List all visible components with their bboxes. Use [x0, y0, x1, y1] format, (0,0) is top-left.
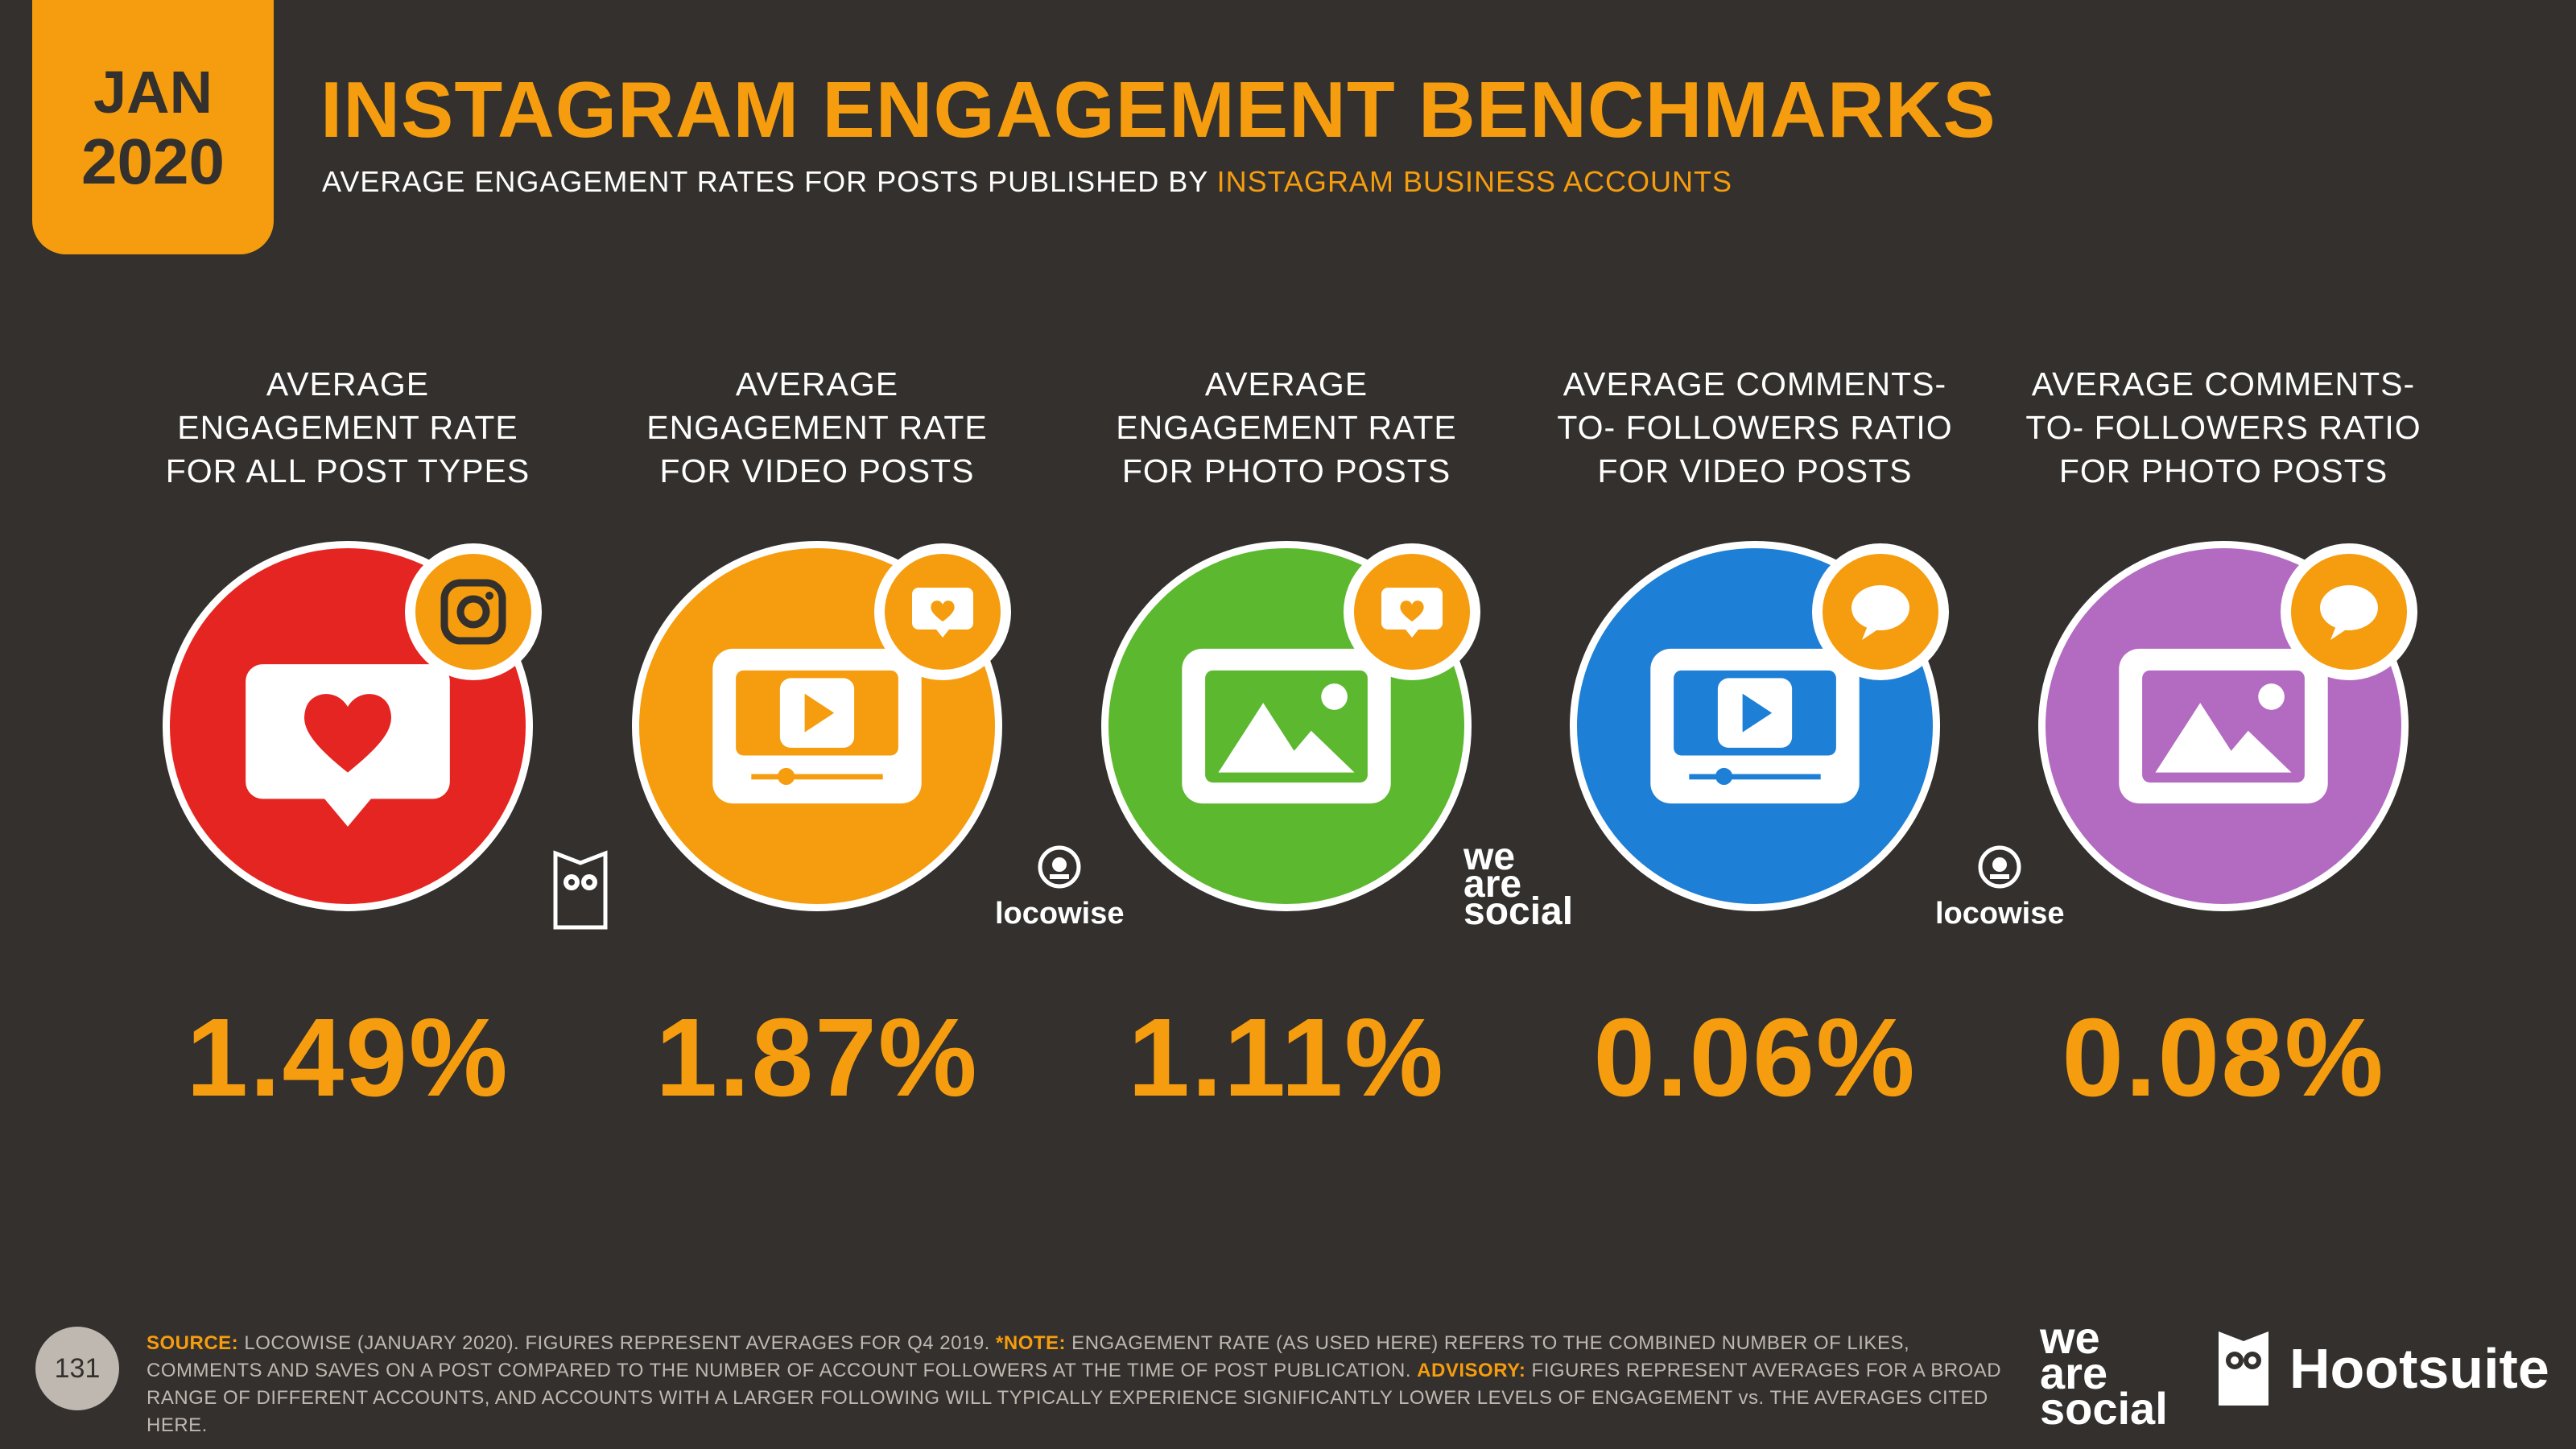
metric-label-line: AVERAGE — [1204, 365, 1368, 402]
video-player-icon — [1570, 541, 1949, 911]
metric-label-line: ENGAGEMENT RATE — [646, 409, 988, 446]
hootsuite-logo: Hootsuite — [2209, 1328, 2549, 1409]
page-title: INSTAGRAM ENGAGEMENT BENCHMARKS — [320, 65, 1996, 154]
heart-bubble-icon — [874, 543, 1011, 680]
metric-label-line: TO- FOLLOWERS RATIO — [1557, 409, 1953, 446]
we-are-social-word: social — [2040, 1383, 2168, 1434]
metric-label: AVERAGE ENGAGEMENT RATE FOR ALL POST TYP… — [122, 362, 573, 499]
we-are-social-word: are — [1463, 863, 1522, 906]
hootsuite-owl-icon — [552, 850, 609, 935]
footer-notes: SOURCE: LOCOWISE (JANUARY 2020). FIGURES… — [147, 1330, 2006, 1439]
note-key: *NOTE: — [996, 1332, 1067, 1354]
metric-label-line: AVERAGE COMMENTS- — [1563, 365, 1947, 402]
metric-value: 0.06% — [1593, 996, 1917, 1120]
source-key: SOURCE: — [147, 1332, 239, 1354]
date-badge: JAN 2020 — [32, 0, 274, 254]
metric-label-line: FOR VIDEO POSTS — [1597, 452, 1913, 489]
heart-bubble-icon — [1344, 543, 1480, 680]
source-text: LOCOWISE (JANUARY 2020). FIGURES REPRESE… — [238, 1332, 997, 1354]
metric-label-line: ENGAGEMENT RATE — [1116, 409, 1457, 446]
we-are-social-word: we — [2040, 1312, 2100, 1363]
metric-value: 0.08% — [2062, 996, 2385, 1120]
metric-label-line: FOR PHOTO POSTS — [1121, 452, 1451, 489]
locowise-wordmark: locowise — [1935, 897, 2065, 931]
instagram-icon — [405, 543, 542, 680]
page-number: 131 — [35, 1327, 119, 1410]
video-player-icon — [632, 541, 1011, 911]
metric-value: 1.11% — [1128, 996, 1445, 1120]
speech-bubble-icon — [2281, 543, 2417, 680]
hootsuite-wordmark: Hootsuite — [2289, 1337, 2549, 1400]
metric-label-line: ENGAGEMENT RATE — [177, 409, 518, 446]
metric-comments-photo: AVERAGE COMMENTS- TO- FOLLOWERS RATIO FO… — [1998, 362, 2449, 1120]
hootsuite-owl-icon — [2219, 1331, 2268, 1406]
metric-value: 1.87% — [655, 996, 979, 1120]
locowise-logo: locowise — [995, 845, 1125, 931]
metric-label-line: TO- FOLLOWERS RATIO — [2025, 409, 2421, 446]
metric-video-posts: AVERAGE ENGAGEMENT RATE FOR VIDEO POSTS … — [592, 362, 1042, 1120]
metric-all-posts: AVERAGE ENGAGEMENT RATE FOR ALL POST TYP… — [122, 362, 573, 1120]
photo-icon — [1101, 541, 1480, 911]
locowise-logo: locowise — [1935, 845, 2065, 931]
page-subtitle: AVERAGE ENGAGEMENT RATES FOR POSTS PUBLI… — [322, 165, 1732, 199]
we-are-social-logo: we are social — [2040, 1312, 2168, 1434]
metric-label-line: AVERAGE — [735, 365, 899, 402]
photo-icon — [2038, 541, 2417, 911]
date-month: JAN — [93, 59, 213, 126]
we-are-social-word: are — [2040, 1348, 2108, 1398]
metric-label: AVERAGE COMMENTS- TO- FOLLOWERS RATIO FO… — [1530, 362, 1980, 499]
we-are-social-word: we — [1463, 836, 1516, 878]
metric-label-line: AVERAGE COMMENTS- — [2031, 365, 2416, 402]
locowise-wordmark: locowise — [995, 897, 1125, 931]
metric-value: 1.49% — [186, 996, 510, 1120]
metric-label: AVERAGE COMMENTS- TO- FOLLOWERS RATIO FO… — [1998, 362, 2449, 499]
speech-bubble-icon — [1812, 543, 1949, 680]
metric-photo-posts: AVERAGE ENGAGEMENT RATE FOR PHOTO POSTS … — [1061, 362, 1512, 1120]
metric-label-line: AVERAGE — [266, 365, 430, 402]
subtitle-highlight: INSTAGRAM BUSINESS ACCOUNTS — [1216, 165, 1733, 198]
locowise-icon — [1978, 845, 2021, 889]
we-are-social-word: social — [1463, 890, 1574, 933]
metric-label-line: FOR ALL POST TYPES — [165, 452, 530, 489]
metric-label: AVERAGE ENGAGEMENT RATE FOR PHOTO POSTS — [1061, 362, 1512, 499]
metric-label-line: FOR PHOTO POSTS — [2058, 452, 2388, 489]
we-are-social-logo: we are social — [1463, 836, 1574, 933]
advisory-text: FIGURES REPRESENT AVERAGES FOR A BROAD R… — [147, 1360, 2002, 1436]
advisory-key: ADVISORY: — [1417, 1360, 1526, 1381]
metric-label-line: FOR VIDEO POSTS — [659, 452, 975, 489]
date-year: 2020 — [81, 126, 225, 197]
metric-comments-video: AVERAGE COMMENTS- TO- FOLLOWERS RATIO FO… — [1530, 362, 1980, 1120]
note-text: ENGAGEMENT RATE (AS USED HERE) REFERS TO… — [147, 1332, 1910, 1381]
locowise-icon — [1038, 845, 1081, 889]
subtitle-prefix: AVERAGE ENGAGEMENT RATES FOR POSTS PUBLI… — [322, 165, 1217, 198]
metric-label: AVERAGE ENGAGEMENT RATE FOR VIDEO POSTS — [592, 362, 1042, 499]
heart-speech-bubble-icon — [163, 541, 542, 911]
